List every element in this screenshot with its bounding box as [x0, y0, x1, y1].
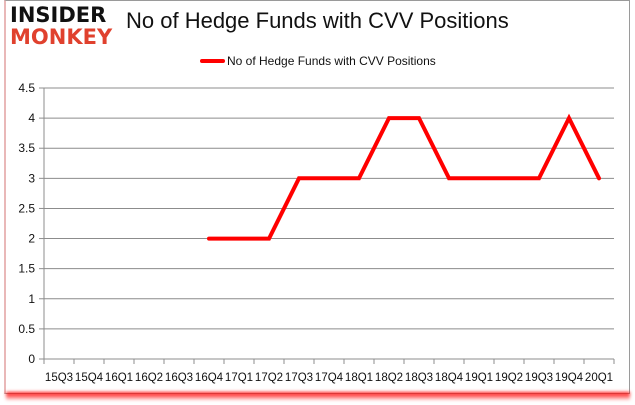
x-tick-label: 19Q1 — [465, 372, 493, 384]
x-tick-label: 17Q2 — [255, 372, 283, 384]
gridlines — [44, 87, 614, 330]
x-tick-label: 16Q1 — [105, 372, 133, 384]
series-line — [207, 113, 601, 241]
y-tick-label: 0 — [28, 352, 35, 366]
y-tick-label: 3 — [28, 171, 35, 185]
x-tick-label: 20Q1 — [585, 372, 613, 384]
logo-line1: INSIDER — [10, 3, 107, 27]
insider-monkey-logo: INSIDER MONKEY — [10, 4, 114, 48]
x-tick-label: 17Q1 — [225, 372, 253, 384]
x-tick-label: 18Q1 — [345, 372, 373, 384]
chart-title: No of Hedge Funds with CVV Positions — [126, 8, 509, 33]
y-tick-label: 1 — [28, 292, 35, 306]
y-tick-label: 2 — [28, 232, 35, 246]
chart-legend: No of Hedge Funds with CVV Positions — [200, 54, 436, 68]
y-axis-ticks: 0 0.5 1 1.5 2 2.5 3 3.5 4 4.5 — [18, 81, 35, 366]
x-tick-label: 15Q3 — [45, 372, 73, 384]
y-tick-label: 4 — [28, 111, 35, 125]
y-tick-label: 0.5 — [18, 322, 35, 336]
y-tick-label: 4.5 — [18, 81, 35, 95]
y-tick-label: 3.5 — [18, 141, 35, 155]
x-tick-label: 18Q4 — [435, 372, 464, 384]
x-tick-label: 19Q4 — [555, 372, 584, 384]
x-tick-label: 15Q4 — [75, 372, 104, 384]
x-tick-label: 19Q2 — [495, 372, 523, 384]
axes — [39, 87, 615, 364]
x-axis-ticks: 15Q3 15Q4 16Q1 16Q2 16Q3 16Q4 17Q1 17Q2 17Q3 17Q4… — [45, 372, 613, 384]
x-tick-label: 16Q3 — [165, 372, 193, 384]
chart-frame — [4, 0, 630, 394]
y-tick-label: 2.5 — [18, 201, 35, 215]
frame-shadow — [6, 392, 630, 400]
x-tick-label: 16Q2 — [135, 372, 163, 384]
x-tick-label: 18Q2 — [375, 372, 403, 384]
x-tick-label: 16Q4 — [195, 372, 224, 384]
y-tick-label: 1.5 — [18, 262, 35, 276]
x-tick-label: 19Q3 — [525, 372, 553, 384]
x-tick-label: 17Q4 — [315, 372, 344, 384]
legend-line-swatch-icon — [200, 59, 225, 63]
legend-label: No of Hedge Funds with CVV Positions — [227, 54, 436, 68]
x-tick-label: 17Q3 — [285, 372, 313, 384]
x-tick-label: 18Q3 — [405, 372, 433, 384]
logo-line2: MONKEY — [10, 25, 113, 49]
